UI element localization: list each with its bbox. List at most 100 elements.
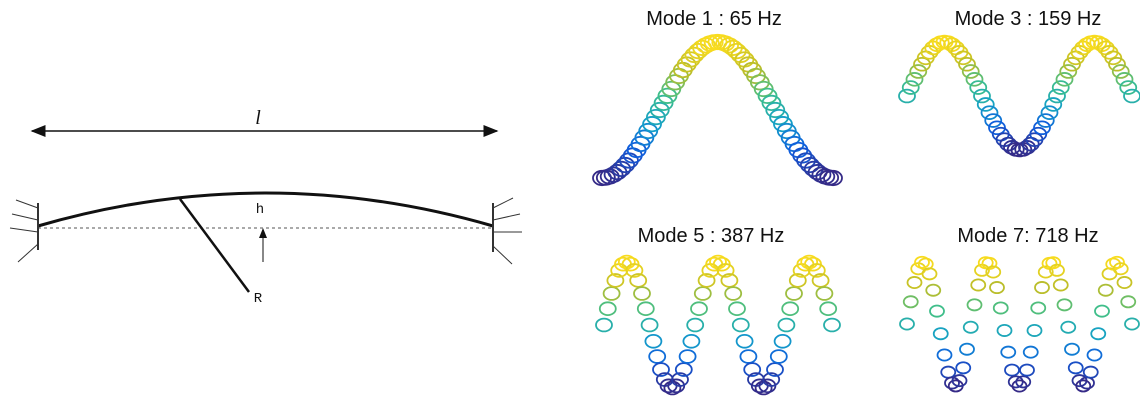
mode-ring (771, 350, 787, 363)
mode-ring (1060, 65, 1076, 78)
mode-ring (820, 302, 836, 315)
mode-ring (923, 268, 937, 279)
mode-ring (1065, 344, 1079, 355)
mode-ring (1054, 279, 1068, 290)
mode-ring (687, 319, 703, 332)
mode-ring (956, 362, 970, 373)
mode-ring (930, 306, 944, 317)
mode-ring (1125, 318, 1139, 329)
mode-title: Mode 3 : 159 Hz (955, 8, 1102, 30)
mode-ring (1124, 90, 1140, 103)
mode-ring (926, 285, 940, 296)
mode-ring (1057, 73, 1073, 86)
length-label: l (255, 107, 261, 129)
mode-ring (963, 65, 979, 78)
mode-ring (816, 287, 832, 300)
mode-ring (1120, 81, 1136, 94)
mode-ring (990, 282, 1004, 293)
mode-ring (1024, 347, 1038, 358)
mode-ring (1121, 296, 1135, 307)
mode-ring (1118, 277, 1132, 288)
mode-ring (903, 81, 919, 94)
mode-ring (964, 322, 978, 333)
mode-ring (634, 287, 650, 300)
mode-ring (1053, 81, 1069, 94)
mode-ring (998, 325, 1012, 336)
mode-ring (1020, 364, 1034, 375)
mode-ring (683, 335, 699, 348)
mode-panel: Mode 7: 718 Hz (900, 225, 1139, 392)
mode-ring (960, 344, 974, 355)
mode-ring (1001, 347, 1015, 358)
mode-title: Mode 5 : 387 Hz (638, 225, 785, 247)
mode-ring (729, 302, 745, 315)
mode-ring (934, 328, 948, 339)
mode-ring (1031, 302, 1045, 313)
mode-ring (1049, 90, 1065, 103)
mode-ring (1117, 73, 1133, 86)
mode-ring (737, 335, 753, 348)
mode-ring (985, 114, 1001, 127)
mode-ring (1028, 325, 1042, 336)
mode-panel: Mode 3 : 159 Hz (899, 8, 1140, 156)
mode-ring (604, 287, 620, 300)
mode-ring (1099, 285, 1113, 296)
mode-ring (1095, 306, 1109, 317)
mode-ring (642, 319, 658, 332)
mode-ring (691, 302, 707, 315)
mode-ring (910, 65, 926, 78)
mode-ring (1084, 367, 1098, 378)
mode-title: Mode 1 : 65 Hz (646, 8, 782, 30)
mode-ring (1091, 328, 1105, 339)
mode-ring (1005, 364, 1019, 375)
height-label: h (256, 202, 264, 218)
mode-ring (938, 349, 952, 360)
mode-ring (740, 350, 756, 363)
mode-title: Mode 7: 718 Hz (957, 225, 1098, 247)
mode-ring (638, 302, 654, 315)
mode-ring (1058, 299, 1072, 310)
mode-ring (1038, 114, 1054, 127)
mode-ring (978, 98, 994, 111)
mode-ring (1069, 362, 1083, 373)
mode-ring (596, 319, 612, 332)
mode-ring (824, 319, 840, 332)
mode-ring (778, 319, 794, 332)
mode-ring (971, 279, 985, 290)
mode-ring (968, 299, 982, 310)
mode-ring (733, 319, 749, 332)
mode-ring (941, 367, 955, 378)
radius-line (180, 199, 249, 292)
mode-panel: Mode 1 : 65 Hz (593, 8, 842, 185)
right-support (493, 198, 522, 264)
figure: l h R Mode 1 : 65 Hz Mode 3 : 159 Hz Mode … (0, 0, 1140, 403)
mode-ring (600, 302, 616, 315)
beam (38, 193, 493, 226)
beam-diagram: l h R (10, 107, 522, 307)
mode-ring (908, 277, 922, 288)
mode-ring (1113, 65, 1129, 78)
mode-ring (1061, 322, 1075, 333)
mode-ring (1042, 106, 1058, 119)
mode-ring (900, 318, 914, 329)
mode-panel: Mode 5 : 387 Hz (596, 225, 840, 394)
mode-ring (1035, 282, 1049, 293)
mode-ring (782, 302, 798, 315)
mode-ring (907, 73, 923, 86)
mode-ring (1088, 349, 1102, 360)
mode-ring (649, 350, 665, 363)
mode-ring (775, 335, 791, 348)
mode-ring (786, 287, 802, 300)
mode-ring (725, 287, 741, 300)
mode-ring (994, 302, 1008, 313)
mode-ring (974, 90, 990, 103)
left-support (10, 200, 38, 262)
mode-ring (899, 90, 915, 103)
mode-ring (1045, 98, 1061, 111)
mode-ring (967, 73, 983, 86)
mode-ring (695, 287, 711, 300)
mode-ring (970, 81, 986, 94)
mode-ring (645, 335, 661, 348)
mode-ring (904, 296, 918, 307)
radius-label: R (254, 291, 263, 307)
